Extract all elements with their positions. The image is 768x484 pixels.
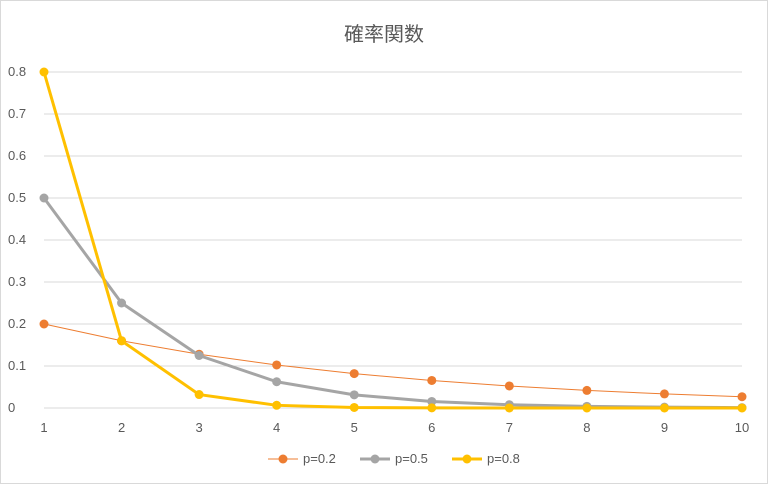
data-point bbox=[39, 67, 49, 77]
data-point bbox=[117, 336, 127, 346]
x-tick-label: 6 bbox=[428, 420, 435, 435]
data-point bbox=[272, 377, 282, 387]
data-point bbox=[427, 375, 437, 385]
data-point bbox=[737, 403, 747, 413]
y-tick-label: 0.3 bbox=[8, 274, 26, 289]
data-point bbox=[504, 403, 514, 413]
y-tick-label: 0.6 bbox=[8, 148, 26, 163]
legend-marker bbox=[370, 454, 380, 464]
y-tick-label: 0.5 bbox=[8, 190, 26, 205]
legend-label: p=0.8 bbox=[487, 451, 520, 466]
series-p=0.8 bbox=[39, 67, 747, 413]
series-line bbox=[42, 71, 742, 410]
data-point bbox=[582, 403, 592, 413]
legend-marker bbox=[278, 454, 288, 464]
legend-label: p=0.2 bbox=[303, 451, 336, 466]
data-point bbox=[117, 298, 127, 308]
data-point bbox=[427, 396, 437, 406]
x-tick-label: 1 bbox=[40, 420, 47, 435]
data-point bbox=[194, 390, 204, 400]
data-point bbox=[349, 369, 359, 379]
data-point bbox=[194, 351, 204, 360]
x-tick-label: 2 bbox=[118, 420, 125, 435]
data-point bbox=[349, 390, 359, 400]
series-group bbox=[39, 67, 747, 413]
legend-label: p=0.5 bbox=[395, 451, 428, 466]
y-tick-label: 0.4 bbox=[8, 232, 26, 247]
y-tick-label: 0.1 bbox=[8, 358, 26, 373]
series-p=0.5 bbox=[39, 193, 747, 413]
x-tick-label: 4 bbox=[273, 420, 280, 435]
grid-lines bbox=[44, 71, 742, 409]
data-point bbox=[272, 400, 282, 410]
series-line bbox=[43, 323, 743, 398]
data-point bbox=[272, 360, 282, 370]
x-tick-label: 9 bbox=[661, 420, 668, 435]
legend-item[interactable]: p=0.2 bbox=[268, 451, 336, 466]
y-tick-label: 0 bbox=[8, 400, 15, 415]
series-p=0.2 bbox=[39, 319, 747, 402]
y-tick-label: 0.7 bbox=[8, 106, 26, 121]
x-tick-label: 8 bbox=[583, 420, 590, 435]
data-point bbox=[39, 193, 49, 203]
chart-title: 確率関数 bbox=[344, 22, 424, 46]
data-point bbox=[427, 403, 437, 413]
x-axis-ticks: 1 2 3 4 5 6 7 8 9 10 bbox=[40, 420, 749, 435]
data-point bbox=[582, 385, 592, 395]
data-point bbox=[659, 389, 669, 399]
data-point bbox=[737, 392, 747, 402]
data-point bbox=[504, 381, 514, 391]
x-tick-label: 3 bbox=[195, 420, 202, 435]
y-axis-ticks: 0 0.1 0.2 0.3 0.4 0.5 0.6 0.7 0.8 bbox=[8, 64, 26, 415]
series-line bbox=[42, 197, 743, 410]
data-point bbox=[39, 319, 49, 329]
data-point bbox=[659, 403, 669, 413]
legend-item[interactable]: p=0.5 bbox=[360, 451, 428, 466]
data-point bbox=[349, 402, 359, 412]
legend-item[interactable]: p=0.8 bbox=[452, 451, 520, 466]
y-tick-label: 0.2 bbox=[8, 316, 26, 331]
x-tick-label: 10 bbox=[735, 420, 749, 435]
legend[interactable]: p=0.2 p=0.5 p=0.8 bbox=[268, 451, 520, 466]
x-tick-label: 7 bbox=[506, 420, 513, 435]
x-tick-label: 5 bbox=[351, 420, 358, 435]
y-tick-label: 0.8 bbox=[8, 64, 26, 79]
legend-marker bbox=[462, 454, 472, 464]
